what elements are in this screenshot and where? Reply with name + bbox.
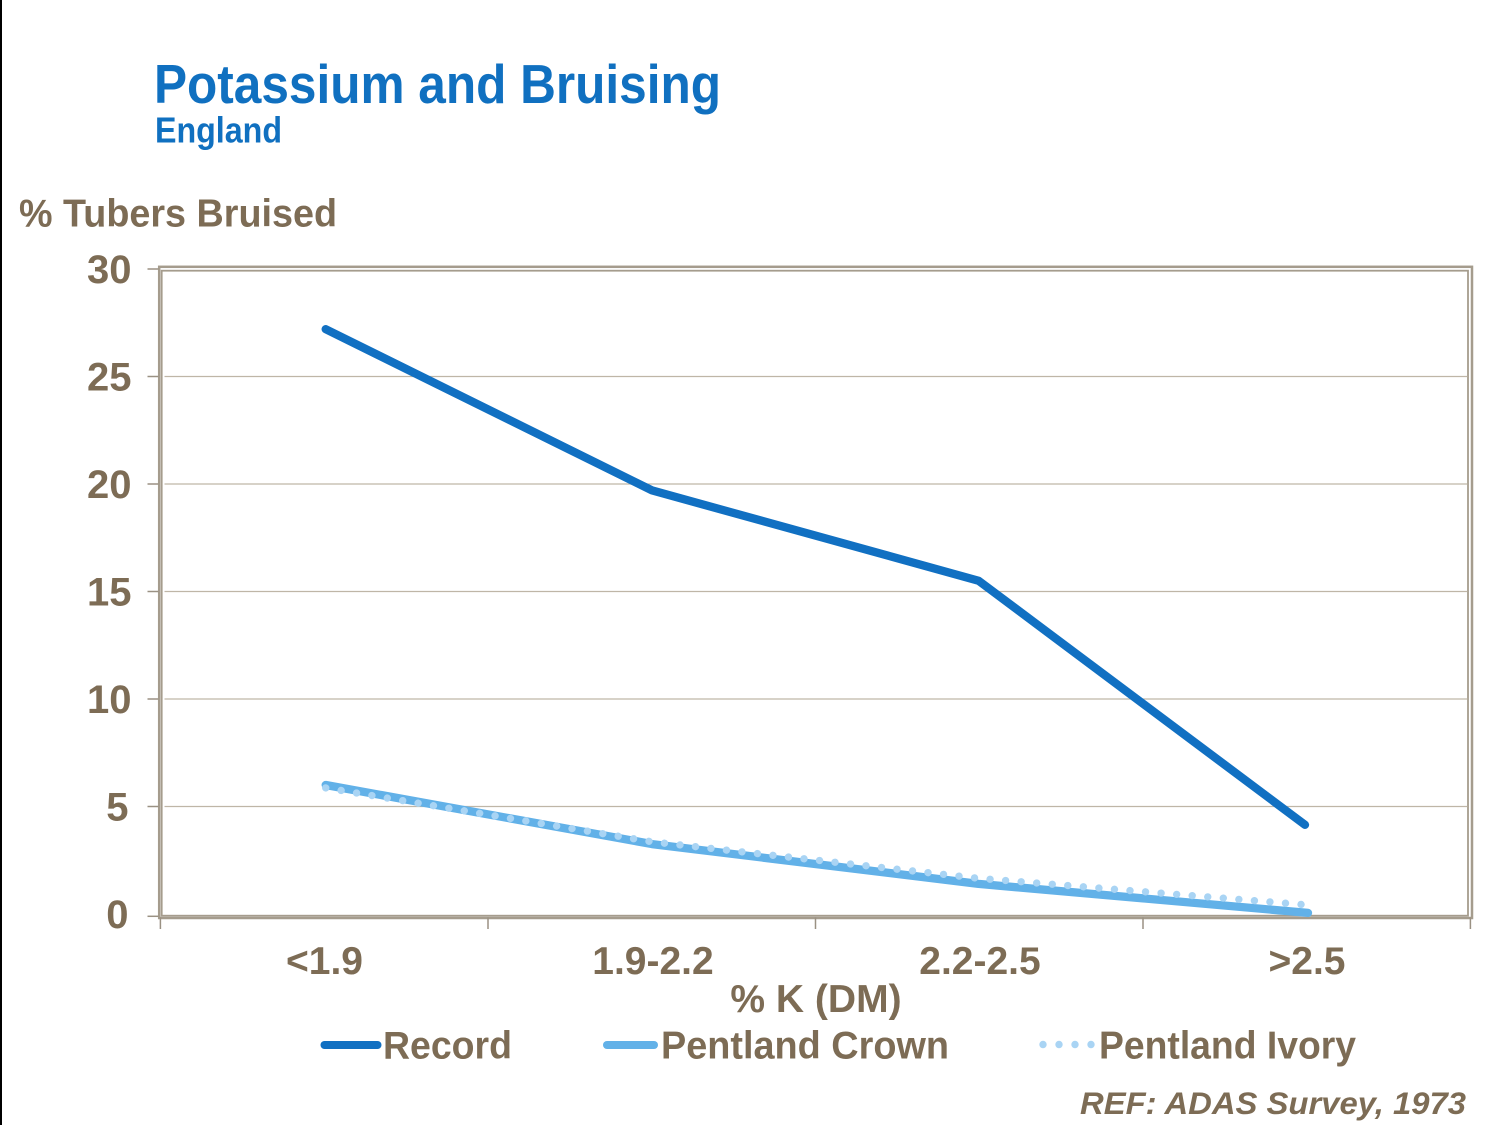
svg-text:REF: ADAS Survey, 1973: REF: ADAS Survey, 1973 <box>1080 1085 1466 1121</box>
svg-text:Pentland Crown: Pentland Crown <box>661 1025 949 1068</box>
svg-text:20: 20 <box>87 463 132 507</box>
svg-text:30: 30 <box>87 248 132 292</box>
svg-text:Record: Record <box>383 1025 512 1068</box>
svg-text:>2.5: >2.5 <box>1269 940 1346 983</box>
svg-text:25: 25 <box>87 356 132 400</box>
svg-text:10: 10 <box>87 678 132 722</box>
svg-text:England: England <box>155 110 282 151</box>
svg-text:<1.9: <1.9 <box>286 940 363 983</box>
svg-text:5: 5 <box>106 786 128 830</box>
svg-text:Potassium and Bruising: Potassium and Bruising <box>154 53 721 115</box>
svg-text:% K (DM): % K (DM) <box>730 978 901 1021</box>
svg-text:% Tubers Bruised: % Tubers Bruised <box>19 193 337 236</box>
svg-text:15: 15 <box>87 571 132 615</box>
svg-text:Pentland Ivory: Pentland Ivory <box>1099 1025 1356 1068</box>
svg-text:2.2-2.5: 2.2-2.5 <box>919 940 1040 983</box>
svg-text:1.9-2.2: 1.9-2.2 <box>592 940 713 983</box>
svg-text:0: 0 <box>106 893 128 937</box>
